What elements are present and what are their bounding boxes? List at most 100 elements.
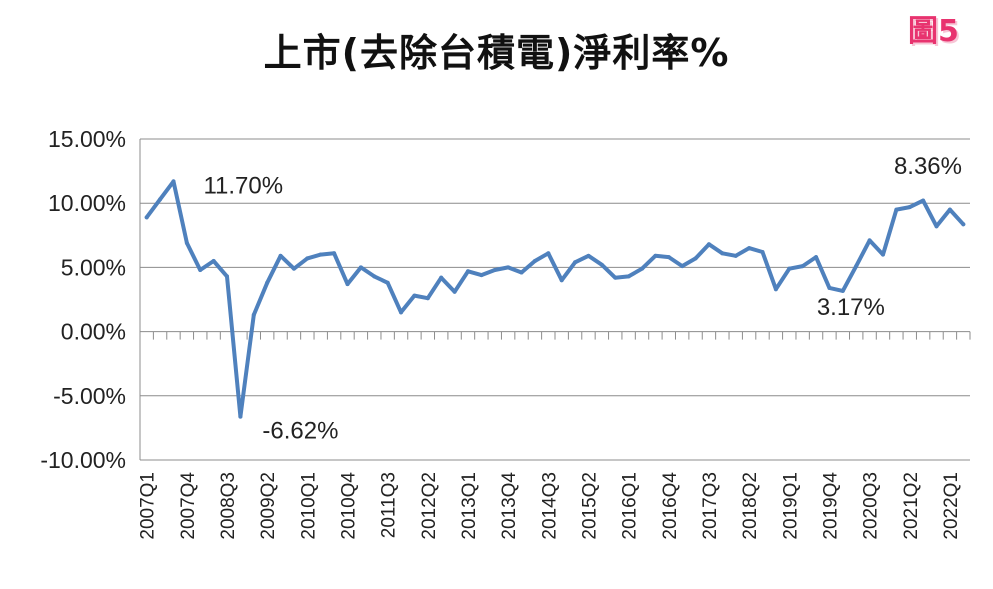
chart-title: 上市(去除台積電)淨利率% (263, 31, 730, 75)
data-point (773, 287, 778, 292)
data-point (586, 253, 591, 258)
data-point (198, 267, 203, 272)
x-tick-label: 2017Q3 (700, 472, 721, 540)
y-tick-label: 15.00% (48, 126, 126, 152)
data-point (800, 264, 805, 269)
x-tick-label: 2019Q4 (820, 472, 841, 540)
data-point (332, 251, 337, 256)
x-tick-label: 2007Q1 (138, 472, 159, 540)
series-line (144, 179, 966, 419)
data-point (225, 274, 230, 279)
data-label: 3.17% (817, 294, 885, 321)
figure-badge: 圖5 (908, 14, 959, 49)
data-point (158, 197, 163, 202)
data-point (693, 256, 698, 261)
data-point (894, 207, 899, 212)
x-tick-label: 2015Q2 (579, 472, 600, 540)
y-tick-label: -5.00% (53, 383, 126, 409)
x-tick-label: 2022Q1 (941, 472, 962, 540)
data-point (358, 265, 363, 270)
data-point (291, 266, 296, 271)
data-point (907, 205, 912, 210)
data-point (251, 312, 256, 317)
x-tick-label: 2008Q3 (218, 472, 239, 540)
data-point (867, 238, 872, 243)
x-tick-label: 2011Q3 (379, 472, 400, 538)
x-tick-label: 2010Q4 (339, 472, 360, 540)
x-tick-label: 2012Q2 (419, 472, 440, 540)
data-point (171, 179, 176, 184)
data-point (452, 289, 457, 294)
data-point (399, 310, 404, 315)
data-point (840, 288, 845, 293)
data-point (479, 273, 484, 278)
data-point (666, 255, 671, 260)
data-point (412, 293, 417, 298)
data-point (733, 253, 738, 258)
data-point (519, 270, 524, 275)
x-tick-label: 2020Q3 (861, 472, 882, 540)
data-point (492, 267, 497, 272)
data-point (506, 265, 511, 270)
data-point (961, 222, 966, 227)
x-tick-label: 2016Q4 (660, 472, 681, 540)
data-point (573, 260, 578, 265)
data-point (345, 282, 350, 287)
x-tick-label: 2019Q1 (780, 472, 801, 540)
data-point (465, 269, 470, 274)
data-point (747, 246, 752, 251)
x-tick-label: 2007Q4 (178, 472, 199, 540)
x-tick-label: 2014Q3 (539, 472, 560, 540)
data-point (947, 207, 952, 212)
y-tick-label: 0.00% (61, 319, 126, 345)
series-net-margin (144, 179, 966, 419)
data-point (787, 266, 792, 271)
x-tick-label: 2016Q1 (620, 472, 641, 540)
data-point (278, 253, 283, 258)
x-tick-labels: 2007Q1 2007Q4 2008Q3 2009Q2 2010Q1 2010Q4 2011… (138, 472, 962, 540)
data-point (706, 242, 711, 247)
data-label: -6.62% (262, 418, 338, 445)
data-point (144, 215, 149, 220)
x-tick-label: 2013Q4 (499, 472, 520, 540)
data-point (760, 249, 765, 254)
data-point (532, 258, 537, 263)
data-point (613, 275, 618, 280)
data-point (184, 241, 189, 246)
x-tick-label: 2018Q2 (740, 472, 761, 540)
data-point (385, 280, 390, 285)
data-point (238, 414, 243, 419)
x-tick-label: 2021Q2 (901, 472, 922, 540)
data-point (599, 262, 604, 267)
data-point (814, 255, 819, 260)
data-point (827, 285, 832, 290)
data-point (880, 252, 885, 257)
data-point (439, 275, 444, 280)
data-point (720, 251, 725, 256)
data-label: 8.36% (894, 153, 962, 180)
data-point (559, 278, 564, 283)
data-point (640, 266, 645, 271)
data-point (318, 252, 323, 257)
data-point (305, 256, 310, 261)
y-tick-label: -10.00% (40, 447, 126, 473)
x-tick-label: 2010Q1 (298, 472, 319, 540)
data-point (265, 280, 270, 285)
data-point (546, 251, 551, 256)
data-point (854, 264, 859, 269)
data-point (211, 258, 216, 263)
data-point (934, 224, 939, 229)
axes (139, 139, 971, 460)
data-point (921, 198, 926, 203)
data-labels: 11.70% -6.62% 3.17% 8.36% (203, 153, 962, 445)
data-point (372, 274, 377, 279)
y-tick-label: 10.00% (48, 190, 126, 216)
data-point (680, 264, 685, 269)
x-tick-label: 2009Q2 (258, 472, 279, 540)
data-point (425, 296, 430, 301)
data-point (626, 274, 631, 279)
data-label: 11.70% (203, 172, 283, 199)
y-tick-label: 5.00% (61, 254, 126, 280)
x-tick-label: 2013Q1 (459, 472, 480, 540)
